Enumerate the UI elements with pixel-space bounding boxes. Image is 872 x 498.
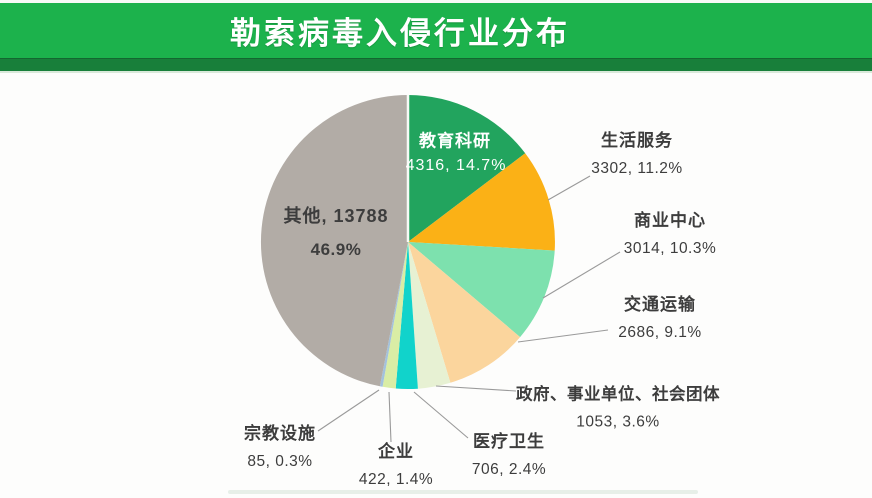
label-enterprise: 企业 422, 1.4% <box>359 437 433 489</box>
label-medical: 医疗卫生 706, 2.4% <box>472 427 546 479</box>
title-banner: 勒索病毒入侵行业分布 <box>0 3 872 58</box>
pie-slice-政府、事业单位、社会团体 <box>408 242 451 389</box>
pie-slice-交通运输 <box>408 242 521 383</box>
pie-slice-企业 <box>382 242 408 389</box>
leader-line <box>317 389 380 432</box>
label-business-center-text: 商业中心 <box>633 211 706 230</box>
bottom-edge-artifact <box>228 490 698 494</box>
label-other-text: 其他, 13788 <box>283 206 389 226</box>
label-enterprise-text: 企业 <box>378 442 414 461</box>
leader-line <box>517 329 609 343</box>
top-margin <box>0 0 872 3</box>
label-education-value-text: 4316, 14.7% <box>405 157 507 174</box>
label-education-name: 教育科研 <box>419 127 491 152</box>
leader-line <box>547 175 591 201</box>
label-life-services-value: 3302, 11.2% <box>591 160 683 177</box>
banner-under-edge <box>0 71 872 73</box>
banner-shadow-stripe <box>0 58 872 71</box>
label-other-pct: 46.9% <box>310 240 362 259</box>
leader-line <box>435 385 517 392</box>
label-government-value: 1053, 3.6% <box>576 413 660 431</box>
label-government-text: 政府、事业单位、社会团体 <box>516 385 720 404</box>
label-education-text: 教育科研 <box>419 131 491 151</box>
page-title: 勒索病毒入侵行业分布 <box>230 16 570 51</box>
label-medical-value: 706, 2.4% <box>471 461 547 478</box>
label-transport-text: 交通运输 <box>624 295 696 314</box>
leader-line <box>388 391 392 443</box>
label-business-center: 商业中心 3014, 10.3% <box>624 206 717 258</box>
leader-line <box>413 391 469 439</box>
label-life-services-text: 生活服务 <box>601 131 673 150</box>
label-business-center-value: 3014, 10.3% <box>623 240 717 257</box>
leader-line <box>542 251 621 299</box>
label-religion-text: 宗教设施 <box>244 424 316 443</box>
label-education-value: 4316, 14.7% <box>406 157 507 175</box>
pie-slice-宗教设施 <box>379 242 408 387</box>
label-medical-text: 医疗卫生 <box>473 432 545 451</box>
label-religion: 宗教设施 85, 0.3% <box>244 419 316 471</box>
pie-slice-医疗卫生 <box>395 242 418 390</box>
pie-slice-商业中心 <box>408 242 555 338</box>
label-life-services: 生活服务 3302, 11.2% <box>591 126 682 178</box>
label-transport: 交通运输 2686, 9.1% <box>618 290 701 342</box>
label-religion-value: 85, 0.3% <box>247 453 313 470</box>
label-enterprise-value: 422, 1.4% <box>358 471 434 488</box>
label-transport-value: 2686, 9.1% <box>618 324 702 341</box>
label-other: 其他, 13788 46.9% <box>283 202 388 260</box>
label-government: 政府、事业单位、社会团体 1053, 3.6% <box>516 381 720 432</box>
